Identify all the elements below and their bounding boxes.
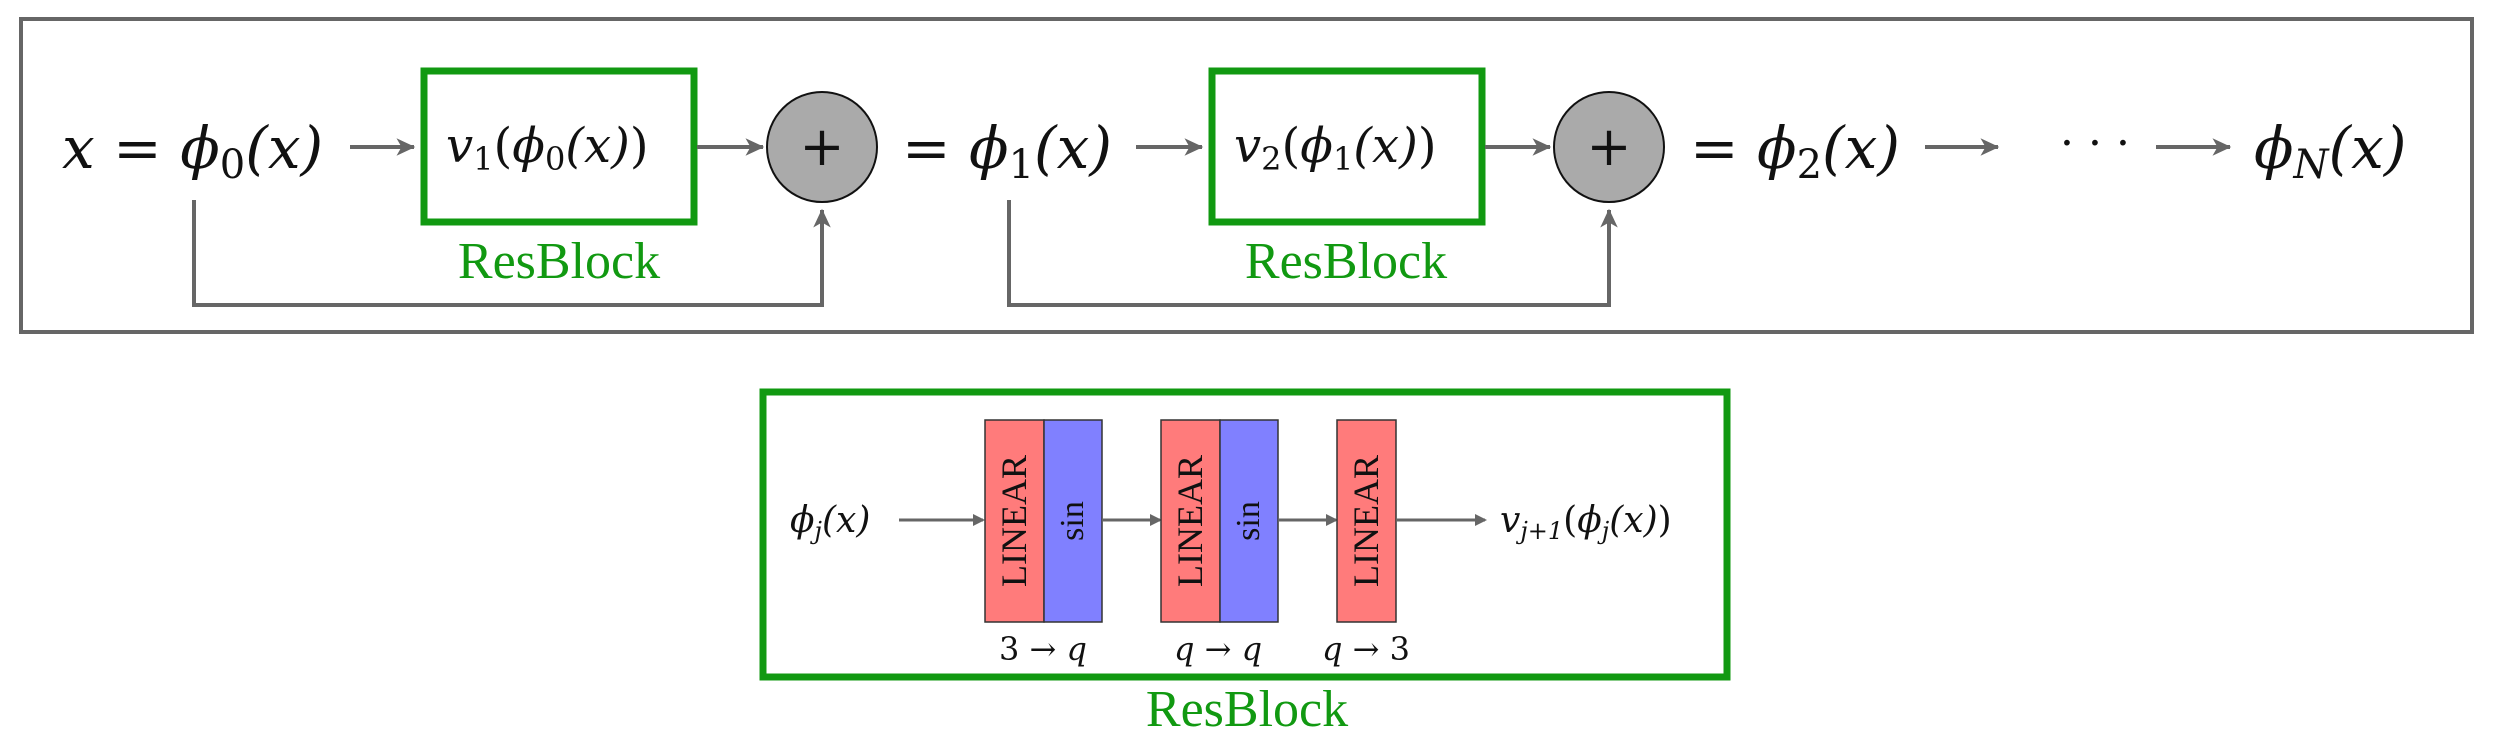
layer-sin-1-text: sin bbox=[1054, 501, 1091, 541]
layer-linear-3 bbox=[1336, 419, 1397, 623]
phi2-label: = ϕ2(x) bbox=[1690, 114, 1900, 188]
layer-linear-1 bbox=[984, 419, 1045, 623]
dim-label-2: q → q bbox=[1174, 630, 1262, 668]
resblock-2-formula: v2(ϕ1(x)) bbox=[1234, 118, 1437, 178]
plus-node-1 bbox=[766, 91, 878, 203]
plus-node-1-symbol: + bbox=[799, 115, 844, 178]
resblock-1 bbox=[420, 67, 698, 226]
layer-sin-1 bbox=[1043, 419, 1103, 623]
input-x-label: x = ϕ0(x) bbox=[62, 114, 323, 188]
resblock-detail-label: ResBlock bbox=[1146, 681, 1348, 738]
detail-output-label: vj+1(ϕj(x)) bbox=[1500, 500, 1672, 545]
layer-linear-3-text: LINEAR bbox=[1346, 455, 1386, 587]
resblock-1-label: ResBlock bbox=[458, 233, 660, 290]
skip-connection-2 bbox=[1007, 200, 1618, 307]
skip-connection-1 bbox=[192, 200, 831, 307]
top-panel-frame bbox=[19, 17, 2474, 334]
detail-input-label: ϕj(x) bbox=[790, 500, 870, 545]
resblock-1-formula: v1(ϕ0(x)) bbox=[446, 118, 649, 178]
layer-linear-1-text: LINEAR bbox=[994, 455, 1034, 587]
dim-label-1: 3 → q bbox=[999, 630, 1087, 668]
dim-label-3: q → 3 bbox=[1322, 630, 1410, 668]
ellipsis: · · · bbox=[2060, 118, 2130, 169]
phiN-label: ϕN(x) bbox=[2254, 114, 2407, 188]
plus-node-2 bbox=[1553, 91, 1665, 203]
plus-node-2-symbol: + bbox=[1586, 115, 1631, 178]
layer-linear-2-text: LINEAR bbox=[1170, 455, 1210, 587]
resblock-detail-frame bbox=[759, 388, 1731, 681]
phi1-label: = ϕ1(x) bbox=[902, 114, 1112, 188]
resblock-2 bbox=[1208, 67, 1486, 226]
resblock-2-label: ResBlock bbox=[1245, 233, 1447, 290]
layer-sin-2-text: sin bbox=[1230, 501, 1267, 541]
